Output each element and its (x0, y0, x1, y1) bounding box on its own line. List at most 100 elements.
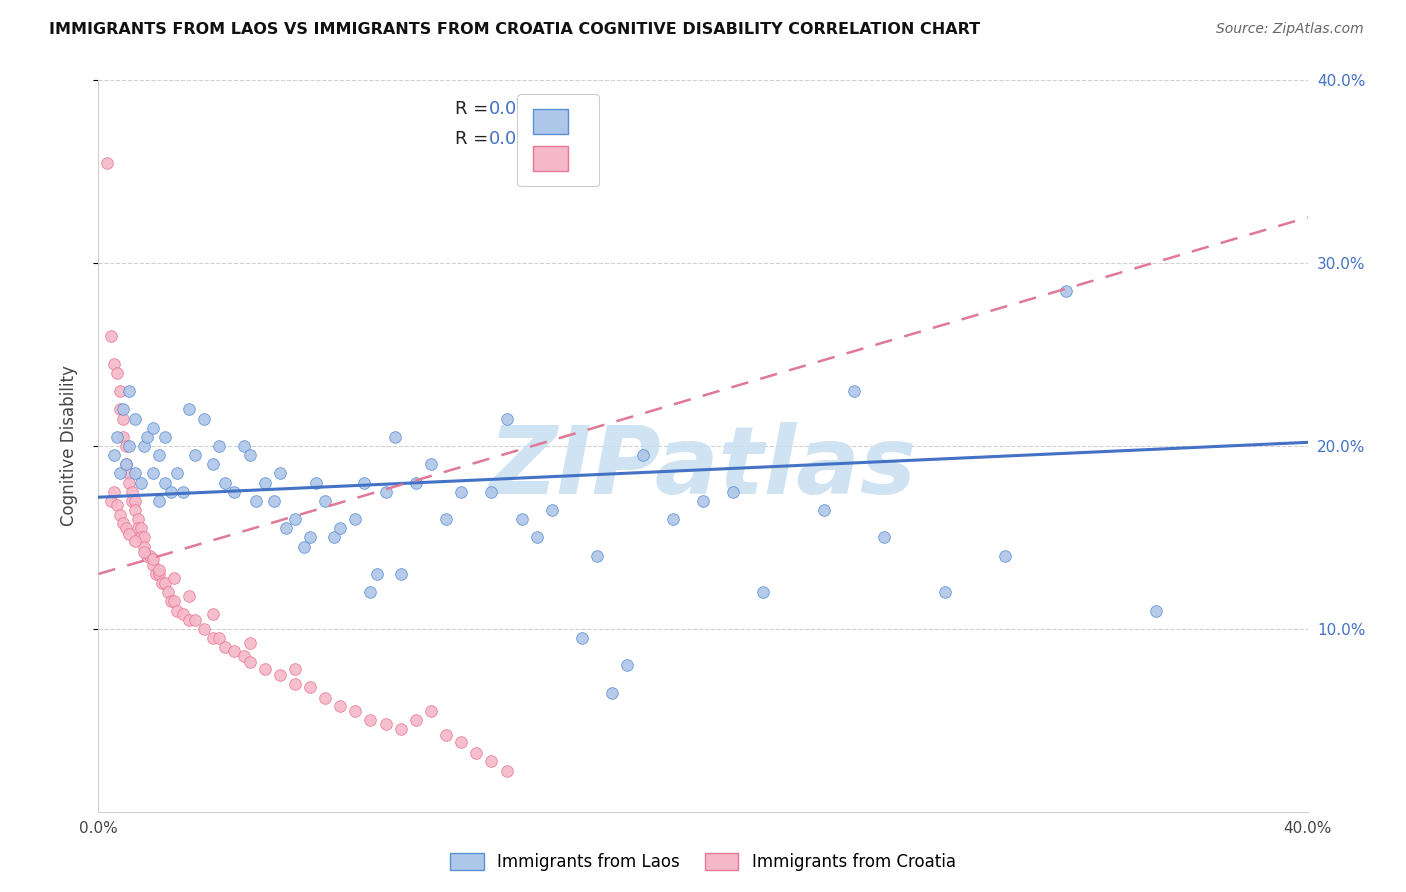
Point (284, 512, 307, 526)
Point (118, 526, 141, 541)
Point (105, 498, 128, 512)
Point (127, 521, 149, 535)
Point (692, 494, 714, 508)
Point (118, 439, 141, 453)
Point (108, 467, 131, 481)
Point (111, 516, 134, 530)
Point (153, 576, 176, 591)
Point (132, 439, 155, 453)
Point (269, 467, 291, 481)
Point (124, 494, 146, 508)
Point (139, 549, 162, 563)
Point (284, 676, 307, 690)
Point (723, 484, 745, 499)
Point (329, 698, 352, 713)
Point (253, 662, 276, 676)
Point (114, 521, 136, 535)
Point (111, 411, 134, 425)
Point (224, 484, 246, 499)
Point (481, 754, 503, 768)
Point (274, 521, 297, 535)
Point (305, 475, 328, 490)
Point (526, 530, 548, 544)
Point (384, 430, 406, 444)
Point (239, 655, 262, 669)
Point (145, 567, 167, 582)
Point (389, 567, 412, 582)
Point (121, 494, 143, 508)
Point (148, 494, 170, 508)
Point (129, 475, 152, 490)
Point (232, 649, 254, 664)
Point (150, 576, 173, 591)
Point (114, 457, 136, 471)
Point (844, 384, 866, 398)
Point (129, 521, 152, 535)
Point (108, 508, 131, 523)
Point (132, 540, 155, 554)
Point (245, 494, 267, 508)
Point (284, 662, 307, 676)
Point (100, 494, 122, 508)
Point (100, 329, 122, 343)
Point (450, 484, 472, 499)
Point (420, 704, 443, 718)
Point (873, 530, 896, 544)
Point (813, 503, 835, 517)
Point (752, 585, 775, 599)
Point (495, 764, 517, 779)
Point (132, 545, 155, 559)
Point (434, 728, 457, 742)
Point (118, 384, 141, 398)
Point (172, 484, 194, 499)
Point (374, 484, 396, 499)
Point (148, 563, 170, 577)
Point (142, 558, 165, 572)
Point (616, 658, 638, 673)
Point (202, 607, 225, 622)
Text: 0.076: 0.076 (489, 100, 540, 118)
Point (239, 448, 262, 462)
Point (160, 484, 183, 499)
Point (232, 439, 254, 453)
Point (450, 735, 472, 749)
Point (124, 534, 146, 549)
Point (163, 571, 186, 585)
Text: N =: N = (543, 130, 595, 148)
Point (1054, 284, 1077, 298)
Point (103, 448, 125, 462)
Point (420, 457, 443, 471)
Point (481, 484, 503, 499)
Point (163, 594, 186, 608)
Point (179, 402, 201, 417)
Point (263, 494, 285, 508)
Point (366, 567, 388, 582)
Point (208, 439, 231, 453)
Point (179, 589, 201, 603)
Point (661, 512, 683, 526)
Text: N =: N = (543, 100, 595, 118)
Point (571, 631, 593, 645)
Point (193, 622, 215, 636)
Legend: Immigrants from Laos, Immigrants from Croatia: Immigrants from Laos, Immigrants from Cr… (441, 845, 965, 880)
Point (124, 503, 146, 517)
Text: R =: R = (456, 100, 494, 118)
Point (111, 402, 134, 417)
Point (214, 475, 236, 490)
Point (631, 448, 654, 462)
Point (118, 475, 141, 490)
Point (299, 530, 322, 544)
Point (934, 585, 956, 599)
Point (184, 613, 207, 627)
Point (103, 357, 125, 371)
Point (994, 549, 1017, 563)
Point (465, 746, 488, 760)
Point (153, 430, 176, 444)
Point (184, 448, 207, 462)
Point (166, 603, 188, 617)
Point (292, 540, 315, 554)
Point (1144, 603, 1167, 617)
Point (314, 691, 336, 706)
Point (540, 503, 562, 517)
Point (314, 494, 336, 508)
